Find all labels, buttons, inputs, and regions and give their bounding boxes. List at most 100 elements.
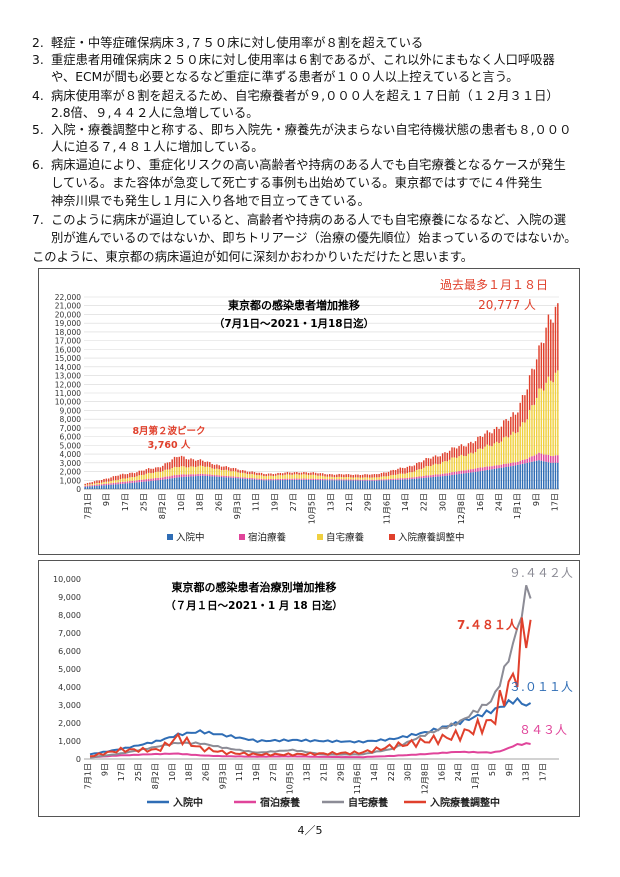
bar-segment bbox=[361, 477, 364, 480]
bar-segment bbox=[122, 483, 124, 489]
bar-segment bbox=[427, 458, 430, 467]
bar-segment bbox=[105, 485, 108, 489]
bar-segment bbox=[503, 467, 505, 489]
bar-segment bbox=[368, 477, 371, 480]
bar-segment bbox=[319, 478, 322, 481]
bar-segment bbox=[143, 481, 145, 489]
bar-segment bbox=[237, 472, 239, 477]
bar-segment bbox=[552, 456, 554, 463]
x-tick-label: 10月5日 bbox=[286, 763, 295, 794]
bar-segment bbox=[150, 468, 152, 474]
bar-segment bbox=[138, 475, 140, 480]
bar-segment bbox=[305, 472, 307, 475]
bar-segment bbox=[547, 314, 550, 377]
bar-segment bbox=[340, 480, 343, 489]
bar-segment bbox=[133, 480, 136, 483]
bar-segment bbox=[227, 467, 230, 471]
bar-segment bbox=[401, 467, 404, 474]
bar-segment bbox=[265, 476, 267, 480]
bar-segment bbox=[540, 453, 543, 461]
bar-segment bbox=[213, 476, 216, 489]
bar-segment bbox=[394, 474, 397, 479]
bar-segment bbox=[514, 433, 517, 463]
chart-subtitle: （７月１日～2021・1 月 18 日迄） bbox=[165, 599, 343, 612]
bar-segment bbox=[486, 466, 489, 471]
bar-segment bbox=[321, 480, 324, 489]
bar-segment bbox=[552, 462, 554, 489]
bar-segment bbox=[310, 474, 312, 479]
bar-segment bbox=[211, 468, 213, 475]
bar-segment bbox=[540, 388, 543, 454]
bar-segment bbox=[491, 433, 493, 447]
legend-label: 自宅療養 bbox=[348, 796, 388, 809]
bar-segment bbox=[249, 471, 251, 475]
bar-segment bbox=[107, 481, 110, 484]
bar-segment bbox=[227, 476, 230, 478]
bar-segment bbox=[211, 474, 213, 477]
bar-segment bbox=[387, 475, 390, 480]
bar-segment bbox=[171, 468, 173, 476]
bar-segment bbox=[326, 479, 329, 481]
bar-segment bbox=[241, 477, 244, 479]
bar-segment bbox=[474, 468, 477, 472]
bar-segment bbox=[220, 476, 223, 489]
x-tick-label: 19日 bbox=[252, 763, 261, 781]
bar-segment bbox=[307, 479, 310, 489]
bar-segment bbox=[253, 474, 256, 479]
bar-segment bbox=[345, 479, 347, 481]
bar-segment bbox=[399, 467, 402, 474]
bar-segment bbox=[510, 463, 512, 467]
bar-segment bbox=[232, 477, 235, 489]
bar-segment bbox=[465, 456, 467, 471]
bar-segment bbox=[554, 455, 557, 463]
bar-segment bbox=[380, 476, 383, 480]
bar-segment bbox=[484, 433, 486, 447]
bar-segment bbox=[434, 463, 437, 475]
bar-segment bbox=[380, 479, 383, 481]
bar-segment bbox=[448, 472, 451, 476]
bar-segment bbox=[178, 467, 180, 475]
bar-segment bbox=[359, 477, 362, 480]
bar-segment bbox=[166, 462, 169, 470]
bar-segment bbox=[338, 480, 340, 489]
bar-segment bbox=[230, 476, 232, 478]
bar-segment bbox=[545, 454, 547, 462]
bar-segment bbox=[256, 478, 258, 480]
bar-segment bbox=[366, 480, 369, 489]
bar-segment bbox=[317, 478, 319, 481]
bar-segment bbox=[267, 473, 270, 476]
bar-segment bbox=[138, 470, 140, 476]
bar-segment bbox=[112, 476, 115, 481]
bar-segment bbox=[209, 476, 211, 489]
y-tick-label: 5,000 bbox=[60, 441, 82, 450]
bar-segment bbox=[411, 472, 413, 478]
bar-segment bbox=[272, 480, 275, 489]
bar-segment bbox=[93, 483, 96, 485]
bar-segment bbox=[448, 459, 451, 473]
bar-segment bbox=[463, 473, 465, 489]
bar-segment bbox=[112, 482, 115, 485]
bar-segment bbox=[427, 475, 430, 478]
item-number: 5. bbox=[32, 123, 44, 137]
bar-segment bbox=[110, 477, 112, 482]
bar-segment bbox=[533, 404, 536, 456]
bar-segment bbox=[190, 466, 192, 475]
y-tick-label: 6,000 bbox=[58, 647, 81, 656]
y-tick-label: 8,000 bbox=[58, 611, 81, 620]
bar-segment bbox=[387, 479, 390, 481]
bar-segment bbox=[359, 475, 362, 478]
bar-segment bbox=[197, 474, 199, 476]
bar-segment bbox=[453, 471, 456, 475]
bar-segment bbox=[385, 479, 387, 481]
x-tick-label: 1月1日 bbox=[471, 763, 480, 789]
y-tick-label: 0 bbox=[76, 755, 81, 764]
y-tick-label: 14,000 bbox=[55, 363, 81, 372]
bar-segment bbox=[481, 470, 484, 489]
bar-segment bbox=[98, 480, 101, 483]
bar-segment bbox=[176, 467, 178, 475]
x-tick-label: 17日 bbox=[121, 493, 130, 511]
bar-segment bbox=[557, 455, 559, 463]
bar-segment bbox=[486, 470, 489, 489]
x-tick-label: 13日 bbox=[522, 763, 531, 781]
bar-segment bbox=[143, 470, 145, 475]
